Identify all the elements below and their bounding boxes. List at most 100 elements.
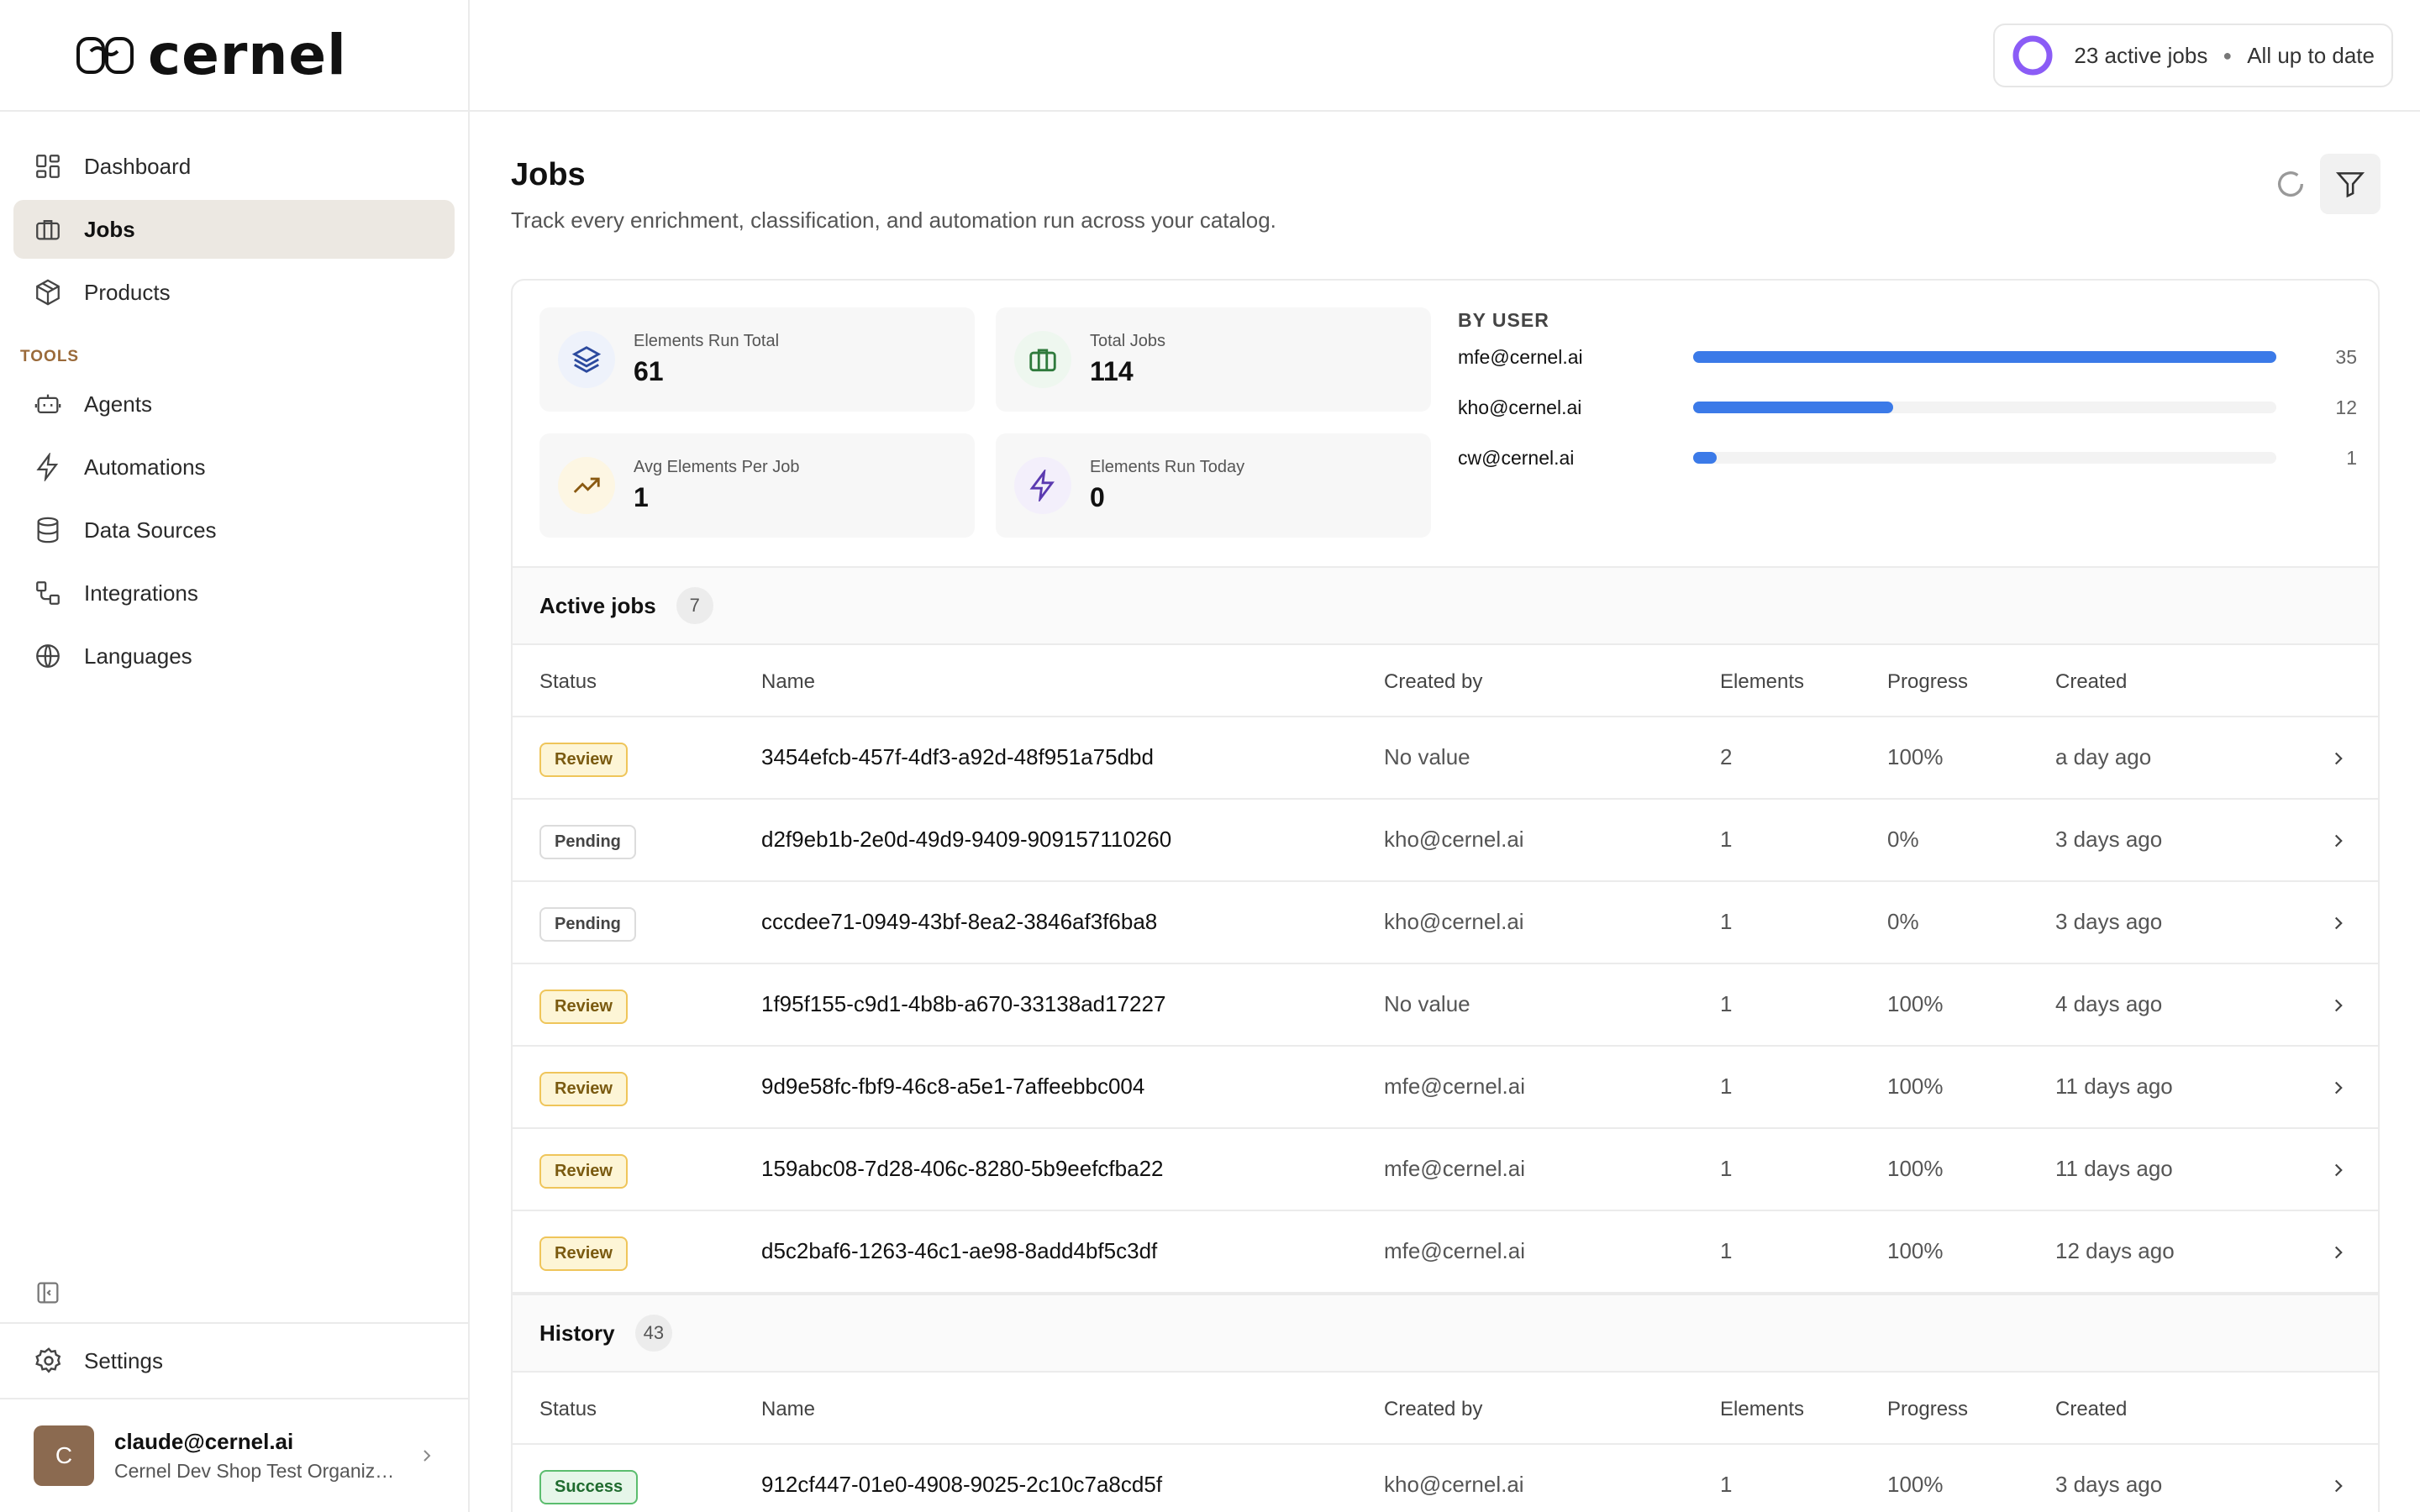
by-user-bar [1693,452,1717,464]
column-header-elements[interactable]: Elements [1720,1398,1805,1420]
column-header-status[interactable]: Status [539,1398,597,1420]
column-header-progress[interactable]: Progress [1887,670,1969,693]
ring-progress-icon [2012,35,2053,76]
stat-label: Total Jobs [1090,332,1166,350]
progress-value: 100% [1887,1238,1944,1263]
table-row[interactable]: Review d5c2baf6-1263-46c1-ae98-8add4bf5c3… [513,1211,2378,1294]
user-organization: Cernel Dev Shop Test Organization [114,1460,400,1482]
status-cell: Review [539,1154,628,1189]
created-by: No value [1384,744,1470,769]
job-name[interactable]: 1f95f155-c9d1-4b8b-a670-33138ad17227 [761,991,1166,1016]
chevron-right-icon[interactable] [2328,995,2349,1016]
table-row[interactable]: Review 3454efcb-457f-4df3-a92d-48f951a75d… [513,717,2378,800]
sidebar-item-dashboard[interactable]: Dashboard [13,137,455,196]
chevron-right-icon[interactable] [2328,912,2349,934]
column-header-created[interactable]: Created [2055,1398,2128,1420]
table-row[interactable]: Pending cccdee71-0949-43bf-8ea2-3846af3f6… [513,882,2378,964]
grid-icon [34,152,62,181]
status-cell: Review [539,1236,628,1271]
by-user-row: mfe@cernel.ai 35 [1458,332,2357,382]
stat-label: Avg Elements Per Job [634,458,800,476]
created-by: mfe@cernel.ai [1384,1238,1526,1263]
job-name[interactable]: 3454efcb-457f-4df3-a92d-48f951a75dbd [761,744,1154,769]
trend-up-icon [558,457,615,514]
chevron-right-icon[interactable] [2328,1475,2349,1497]
created-time: 3 days ago [2055,1472,2163,1497]
stat-label: Elements Run Today [1090,458,1245,476]
active-jobs-count: 23 active jobs [2074,42,2208,68]
sidebar-item-languages[interactable]: Languages [13,627,455,685]
table-row[interactable]: Success 912cf447-01e0-4908-9025-2c10c7a8c… [513,1445,2378,1512]
chevron-right-icon[interactable] [2328,748,2349,769]
user-menu[interactable]: C claude@cernel.ai Cernel Dev Shop Test … [0,1398,468,1512]
sidebar-item-products[interactable]: Products [13,263,455,322]
job-name[interactable]: 159abc08-7d28-406c-8280-5b9eefcfba22 [761,1156,1164,1181]
chevron-right-icon[interactable] [2328,1242,2349,1263]
column-header-status[interactable]: Status [539,670,597,693]
created-time: 4 days ago [2055,991,2163,1016]
sidebar-item-label: Dashboard [84,153,192,179]
stat-value: 114 [1090,356,1134,386]
chevron-right-icon[interactable] [2328,830,2349,852]
table-row[interactable]: Review 9d9e58fc-fbf9-46c8-a5e1-7affeebbc0… [513,1047,2378,1129]
column-header-created-by[interactable]: Created by [1384,1398,1483,1420]
sidebar-item-jobs[interactable]: Jobs [13,200,455,259]
table-row[interactable]: Review 159abc08-7d28-406c-8280-5b9eefcfba… [513,1129,2378,1211]
status-badge: Review [539,1154,628,1189]
by-user-name: kho@cernel.ai [1458,396,1582,418]
column-header-progress[interactable]: Progress [1887,1398,1969,1420]
job-name[interactable]: 912cf447-01e0-4908-9025-2c10c7a8cd5f [761,1472,1163,1497]
job-name[interactable]: d5c2baf6-1263-46c1-ae98-8add4bf5c3df [761,1238,1158,1263]
sidebar-item-integrations[interactable]: Integrations [13,564,455,622]
job-name[interactable]: 9d9e58fc-fbf9-46c8-a5e1-7affeebbc004 [761,1074,1145,1099]
filter-icon [2335,172,2365,198]
table-row[interactable]: Review 1f95f155-c9d1-4b8b-a670-33138ad172… [513,964,2378,1047]
by-user-count: 12 [2335,396,2357,418]
sidebar-item-label: Settings [84,1347,163,1373]
sidebar-item-label: Jobs [84,216,135,242]
sidebar-item-agents[interactable]: Agents [13,375,455,433]
column-header-created[interactable]: Created [2055,670,2128,693]
sidebar-item-label: Languages [84,643,192,669]
by-user-count: 35 [2335,345,2357,368]
active-jobs-table-header: Status Name Created by Elements Progress… [513,645,2378,717]
sidebar-item-settings[interactable]: Settings [0,1322,468,1398]
chevron-right-icon[interactable] [2328,1159,2349,1181]
sidebar-item-label: Automations [84,454,206,480]
globe-icon [34,642,62,670]
column-header-elements[interactable]: Elements [1720,670,1805,693]
sidebar-item-automations[interactable]: Automations [13,438,455,496]
filter-button[interactable] [2320,154,2381,214]
column-header-created-by[interactable]: Created by [1384,670,1483,693]
stat-elements-run-total: Elements Run Total 61 [539,307,975,412]
stat-elements-run-today: Elements Run Today 0 [996,433,1431,538]
chevron-right-icon [424,1450,431,1462]
logo[interactable]: cernel [0,0,468,112]
table-row[interactable]: Pending d2f9eb1b-2e0d-49d9-9409-909157110… [513,800,2378,882]
page-title: Jobs [511,157,586,192]
column-header-name[interactable]: Name [761,670,816,693]
status-badge: Review [539,1072,628,1106]
job-name[interactable]: cccdee71-0949-43bf-8ea2-3846af3f6ba8 [761,909,1158,934]
elements-count: 1 [1720,1472,1733,1497]
bolt-icon [34,451,62,483]
active-jobs-indicator[interactable]: 23 active jobs ● All up to date [1993,24,2393,87]
history-header: History 43 [513,1294,2378,1373]
collapse-sidebar-icon[interactable] [34,1278,62,1307]
sidebar-item-label: Integrations [84,580,198,606]
job-name[interactable]: d2f9eb1b-2e0d-49d9-9409-909157110260 [761,827,1172,852]
status-cell: Pending [539,825,636,859]
brand-name: cernel [148,22,347,87]
bolt-icon [1014,457,1071,514]
chevron-right-icon[interactable] [2328,1077,2349,1099]
created-time: 3 days ago [2055,827,2163,852]
stat-label: Elements Run Total [634,332,780,350]
progress-value: 100% [1887,1074,1944,1099]
created-time: 12 days ago [2055,1238,2175,1263]
refresh-icon[interactable] [2274,167,2307,201]
progress-value: 100% [1887,1472,1944,1497]
sidebar-item-data-sources[interactable]: Data Sources [13,501,455,559]
progress-value: 100% [1887,991,1944,1016]
created-time: a day ago [2055,744,2152,769]
column-header-name[interactable]: Name [761,1398,816,1420]
